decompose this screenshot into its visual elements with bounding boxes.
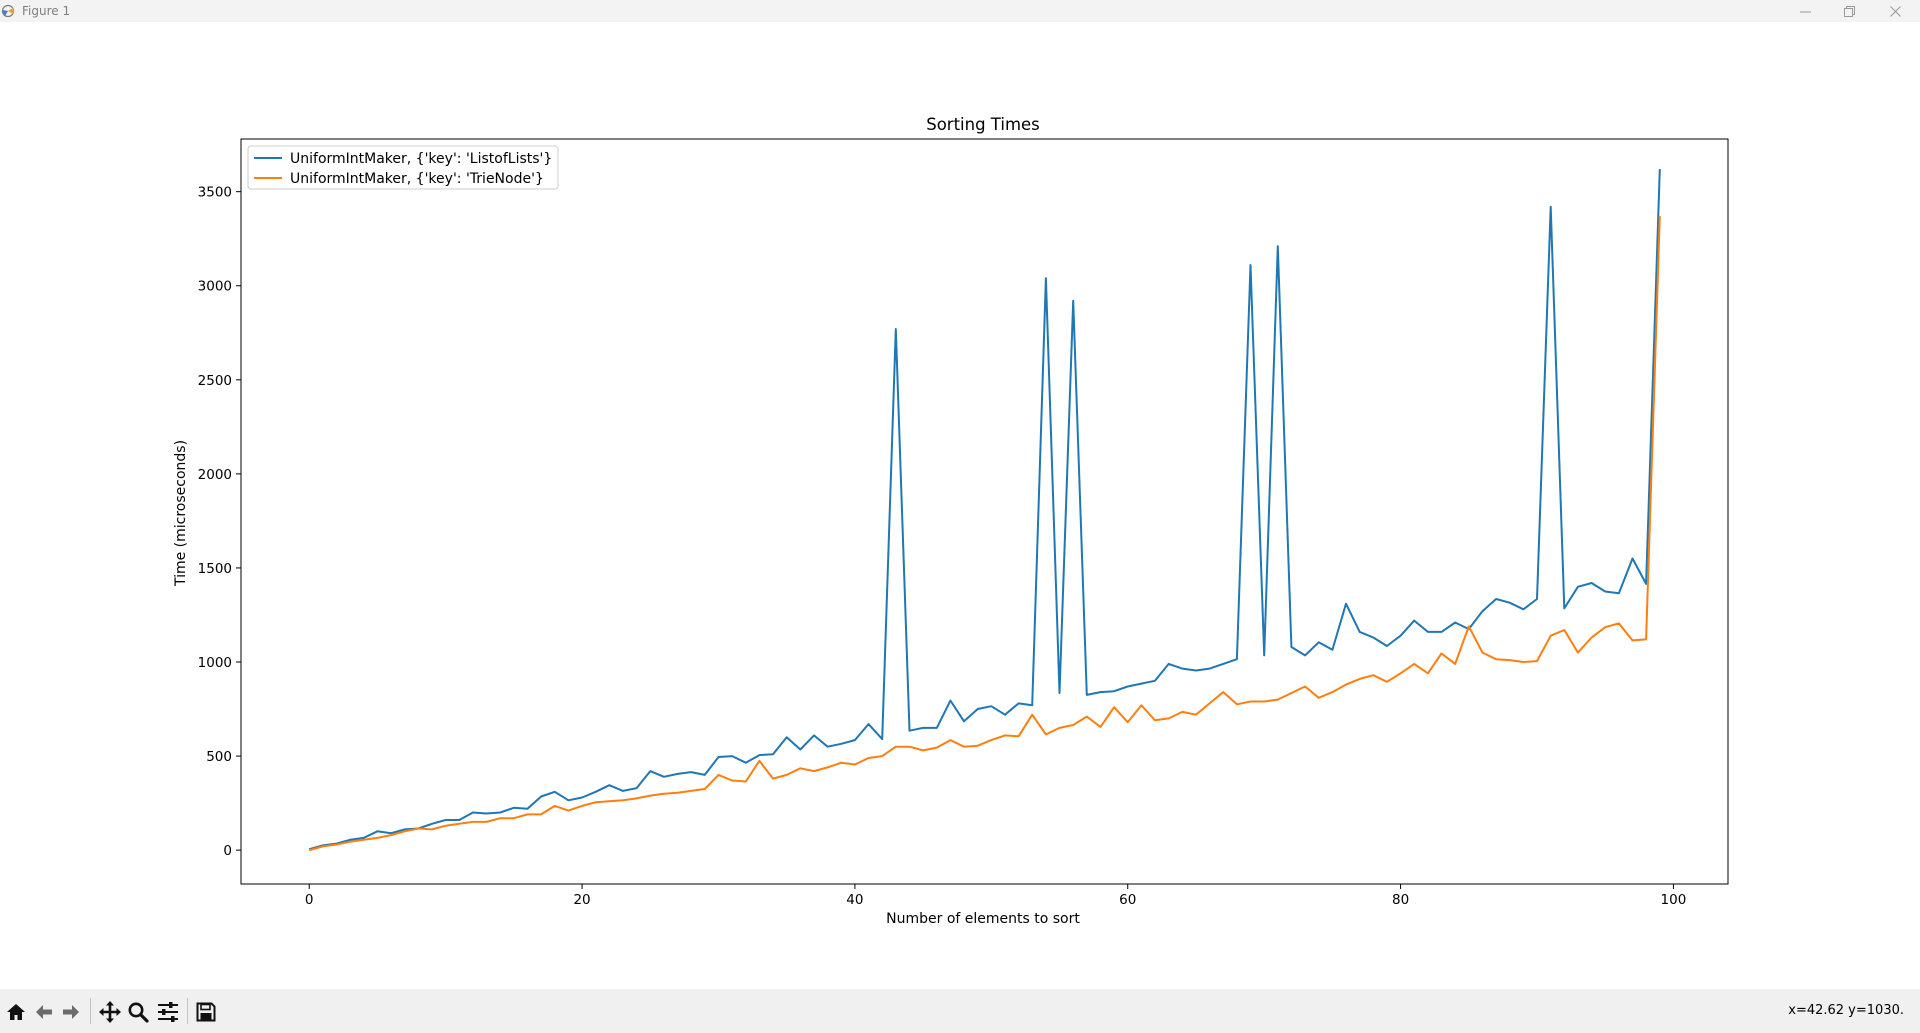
toolbar-separator [187,998,188,1024]
cursor-coordinates: x=42.62 y=1030. [1788,1003,1904,1018]
y-tick-label: 3500 [198,185,232,201]
x-tick-label: 40 [846,892,863,908]
back-button[interactable] [31,999,57,1025]
window-titlebar: Figure 1 [0,0,1920,22]
pan-move-icon [99,1001,121,1023]
close-icon [1889,5,1901,17]
y-axis-label: Time (microseconds) [173,440,189,587]
legend-label-listoflists: UniformIntMaker, {'key': 'ListofLists'} [290,151,552,167]
maximize-button[interactable] [1826,1,1872,21]
y-tick-label: 2000 [198,467,232,483]
matplotlib-app-icon [1,4,15,18]
forward-arrow-icon [63,1005,79,1019]
save-floppy-icon [196,1002,216,1022]
configure-subplots-icon [158,1002,178,1022]
navigation-toolbar: x=42.62 y=1030. [0,989,1920,1033]
y-tick-label: 500 [206,749,232,765]
x-tick-label: 80 [1392,892,1409,908]
home-button[interactable] [3,999,29,1025]
x-tick-label: 20 [573,892,590,908]
pan-button[interactable] [97,999,123,1025]
configure-subplots-button[interactable] [155,999,181,1025]
y-tick-label: 0 [223,843,232,859]
back-arrow-icon [36,1005,52,1019]
y-tick-label: 2500 [198,373,232,389]
zoom-magnifier-icon [128,1002,149,1023]
minimize-icon [1799,11,1811,12]
toolbar-separator [90,998,91,1024]
window-title: Figure 1 [22,4,71,18]
legend-label-trienode: UniformIntMaker, {'key': 'TrieNode'} [290,171,544,187]
forward-button[interactable] [58,999,84,1025]
series-line-listoflists [308,169,1661,851]
save-button[interactable] [193,999,219,1025]
home-icon [7,1004,25,1020]
y-tick-label: 1000 [198,655,232,671]
figure-canvas: Sorting Times Number of elements to sort… [0,22,1920,989]
minimize-button[interactable] [1782,1,1828,21]
zoom-button[interactable] [125,999,151,1025]
y-tick-label: 3000 [198,279,232,295]
plot-frame [240,138,1729,885]
legend-box [247,145,559,190]
series-lines [308,169,1661,852]
x-tick-label: 100 [1661,892,1687,908]
close-button[interactable] [1872,1,1918,21]
x-axis-label: Number of elements to sort [886,911,1080,927]
y-tick-label: 1500 [198,561,232,577]
restore-icon [1843,5,1855,17]
line-chart: Sorting Times Number of elements to sort… [173,115,1729,927]
chart-title: Sorting Times [926,115,1040,134]
x-tick-label: 0 [305,892,314,908]
series-line-trienode [308,216,1661,852]
x-tick-label: 60 [1119,892,1136,908]
legend: UniformIntMaker, {'key': 'ListofLists'} … [247,145,559,190]
